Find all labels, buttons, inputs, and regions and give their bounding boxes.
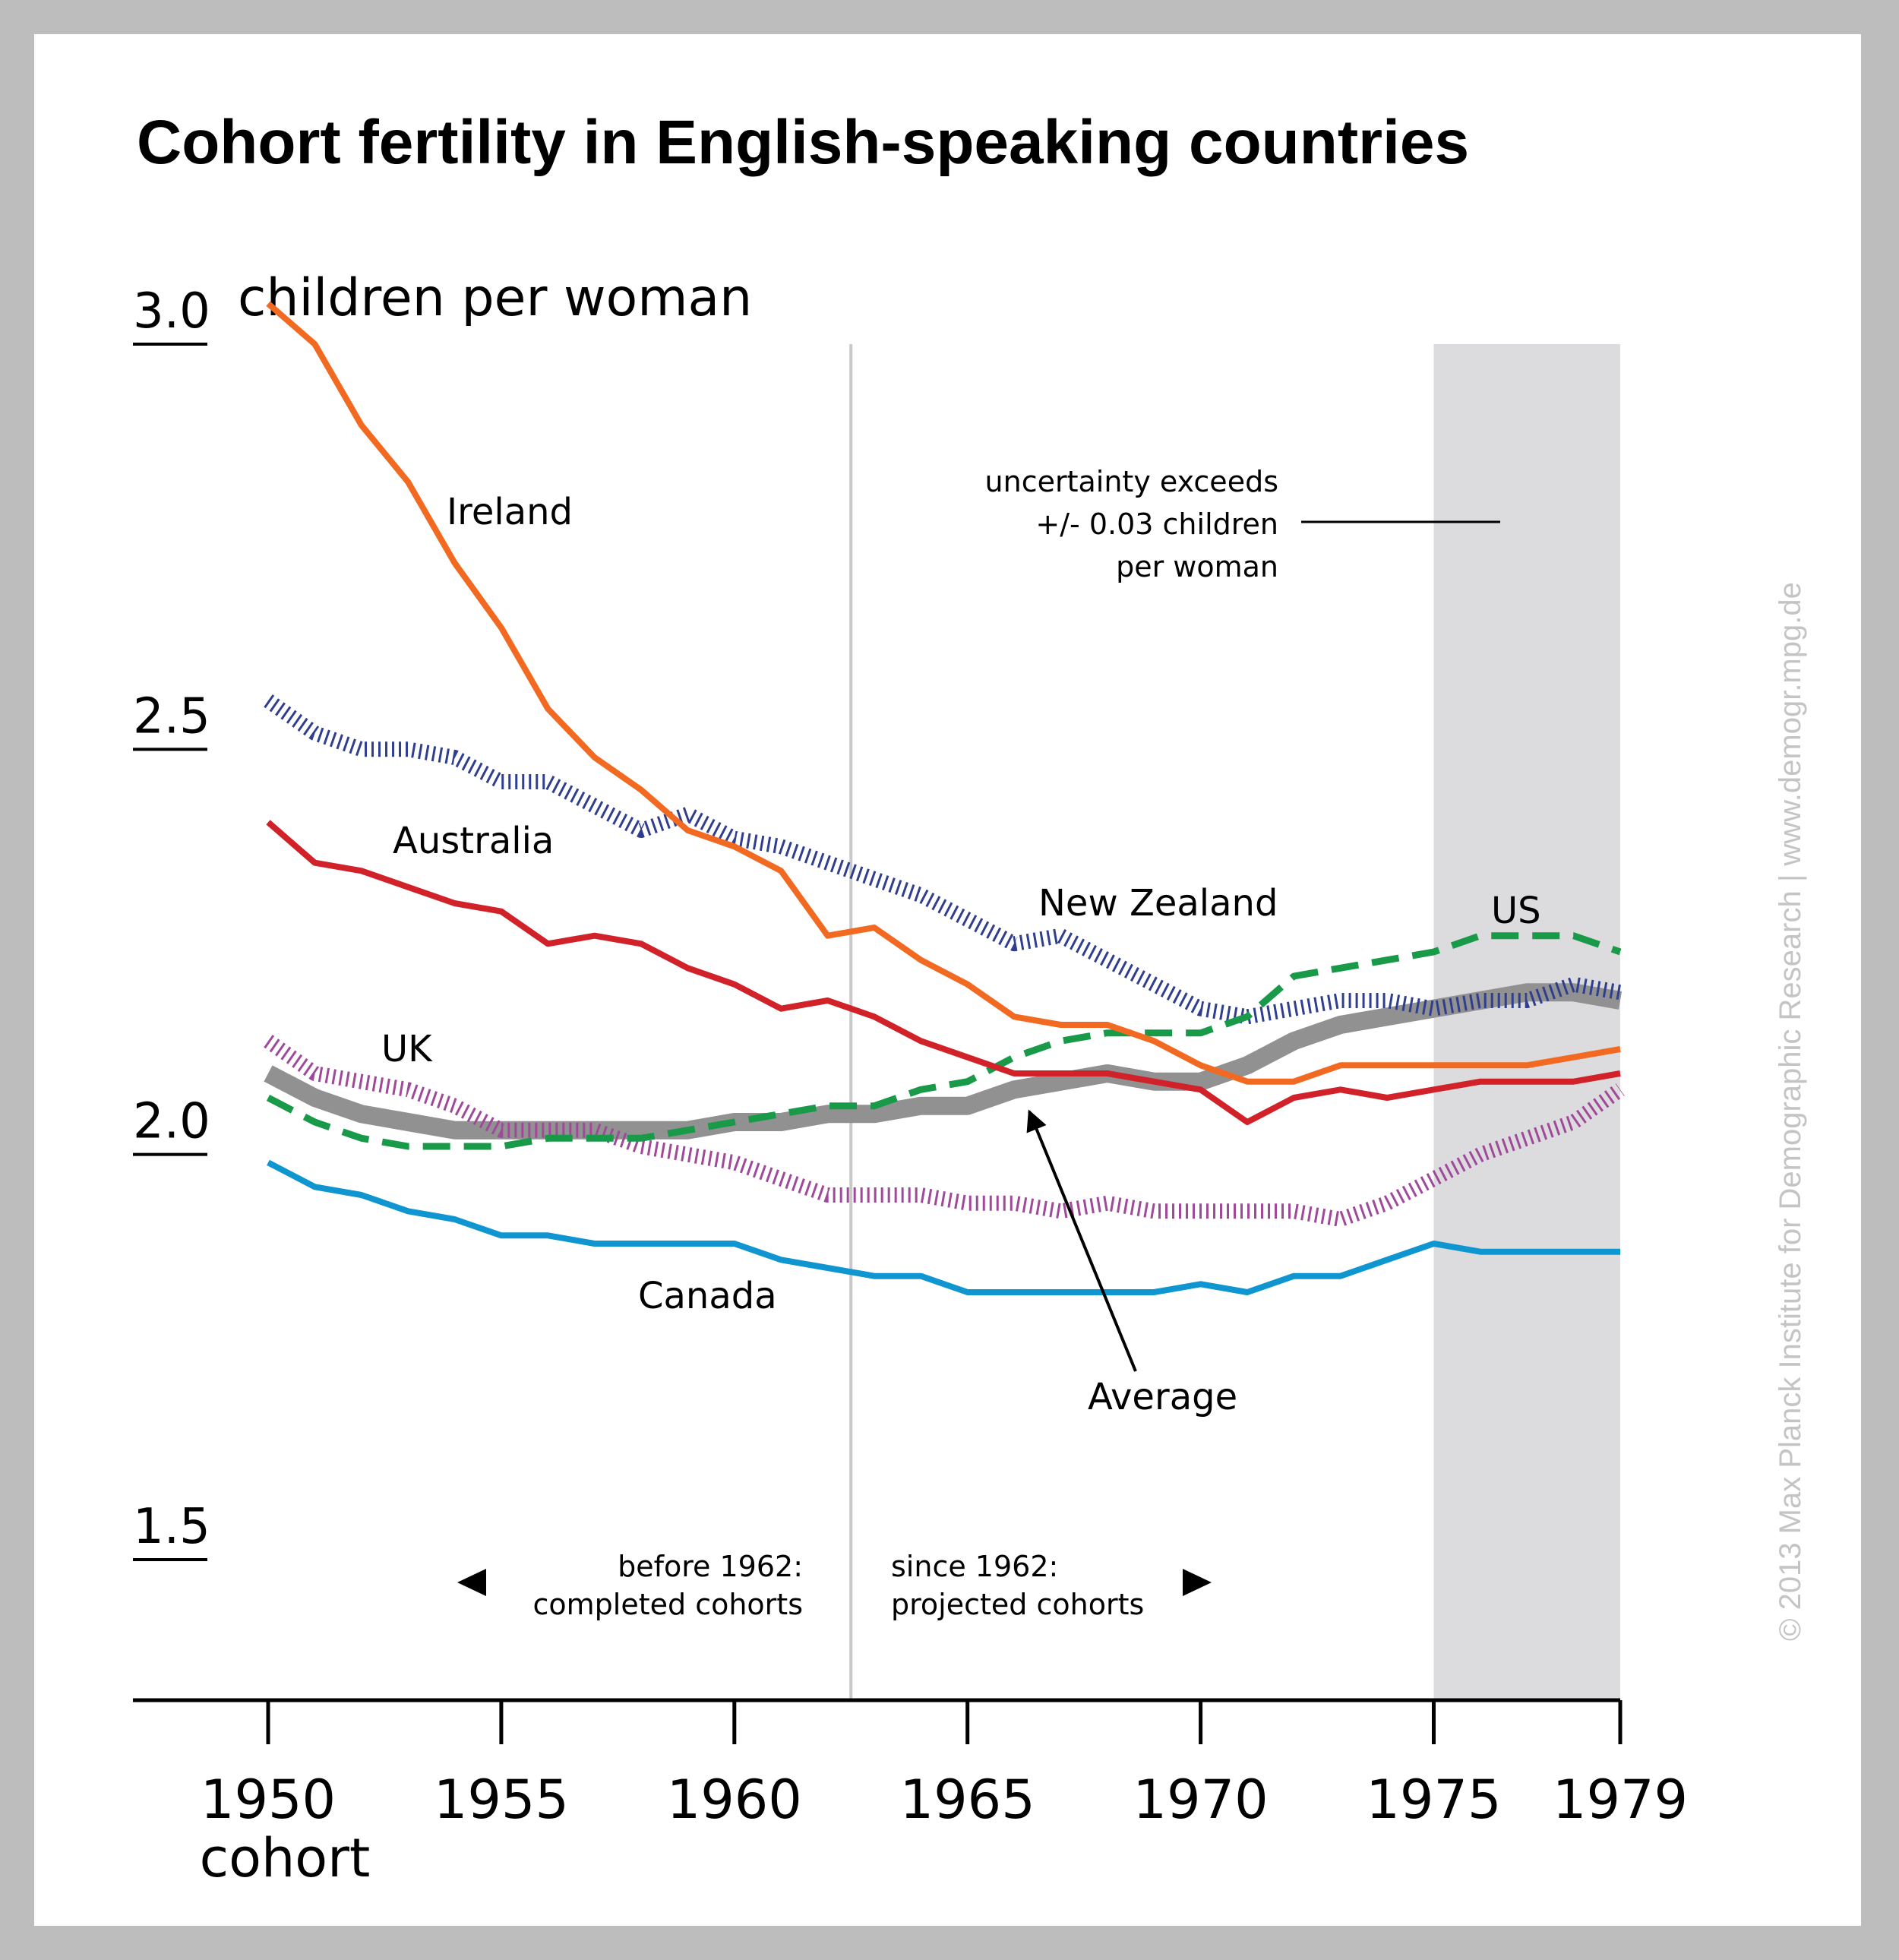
divider-right-note-line: since 1962:: [891, 1550, 1058, 1583]
x-tick-label: 1975: [1366, 1769, 1501, 1831]
uncertainty-note-line: per woman: [1116, 550, 1278, 583]
series-line-canada: [267, 1159, 1620, 1295]
y-tick-label: 2.5: [133, 688, 210, 744]
y-tick-label: 2.0: [133, 1094, 210, 1150]
uncertainty-note-line: uncertainty exceeds: [985, 465, 1278, 498]
label-uk: UK: [381, 1028, 433, 1070]
label-ireland: Ireland: [447, 491, 573, 533]
series-line-uk: [264, 1035, 1625, 1227]
uncertainty-note: uncertainty exceeds +/- 0.03 children per …: [985, 465, 1278, 583]
divider-left-note-line: completed cohorts: [533, 1588, 804, 1621]
copyright-credit: © 2013 Max Planck Institute for Demograp…: [1774, 582, 1807, 1641]
label-average: Average: [1088, 1376, 1237, 1418]
divider-right-note-line: projected cohorts: [891, 1588, 1144, 1621]
x-tick-label: 1950: [201, 1769, 336, 1831]
label-australia: Australia: [393, 820, 554, 862]
uncertainty-note-line: +/- 0.03 children: [1035, 507, 1278, 541]
y-tick-label: 1.5: [133, 1499, 210, 1555]
label-canada: Canada: [638, 1275, 777, 1317]
divider-left-note-line: before 1962:: [618, 1550, 803, 1583]
chart-title: Cohort fertility in English-speaking cou…: [137, 108, 1469, 177]
chart-svg: Cohort fertility in English-speaking cou…: [133, 108, 1807, 1889]
x-axis: 1950 1955 1960 1965 1970 1975 1979: [133, 1698, 1688, 1831]
left-arrow-icon: [457, 1569, 486, 1596]
x-axis-label: cohort: [200, 1827, 371, 1889]
series-group: [264, 301, 1625, 1295]
series-line-us: [266, 932, 1622, 1150]
y-ticks: 3.0 2.5 2.0 1.5: [133, 283, 210, 1561]
divider-left-note: before 1962: completed cohorts: [533, 1550, 804, 1621]
label-new-zealand: New Zealand: [1038, 882, 1278, 925]
uncertainty-band: [1433, 344, 1620, 1700]
x-tick-label: 1970: [1133, 1769, 1269, 1831]
divider-right-note: since 1962: projected cohorts: [891, 1550, 1144, 1621]
y-tick-label: 3.0: [133, 283, 210, 340]
series-line-australia: [266, 820, 1621, 1125]
average-pointer-arrow: [1026, 1109, 1137, 1372]
x-tick-label: 1979: [1553, 1769, 1688, 1831]
x-tick-label: 1965: [900, 1769, 1035, 1831]
y-axis-label: children per woman: [238, 268, 752, 328]
label-us: US: [1491, 890, 1541, 932]
chart-frame: Cohort fertility in English-speaking cou…: [34, 34, 1861, 1926]
x-tick-label: 1955: [434, 1769, 569, 1831]
series-line-ireland: [266, 301, 1621, 1085]
x-tick-label: 1960: [667, 1769, 802, 1831]
right-arrow-icon: [1183, 1569, 1212, 1596]
